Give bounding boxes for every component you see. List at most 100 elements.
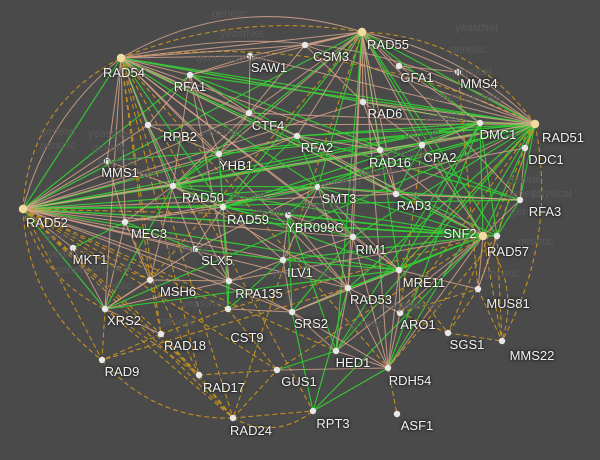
node-msh6[interactable] — [146, 276, 154, 284]
node-rad53[interactable] — [344, 284, 352, 292]
node-rad17[interactable] — [195, 371, 203, 379]
edge-genetic — [399, 312, 449, 334]
node-mus81[interactable] — [474, 285, 482, 293]
arc-edge-genetic — [482, 235, 509, 342]
node-rpa135[interactable] — [225, 277, 233, 285]
node-rad57[interactable] — [493, 232, 501, 240]
edge-coexpression — [72, 221, 126, 249]
edge-physical — [335, 287, 349, 352]
node-rpt3[interactable] — [309, 407, 317, 415]
edge-physical — [477, 235, 484, 290]
edge-coexpression — [395, 193, 484, 237]
node-rad24[interactable] — [229, 414, 237, 422]
node-mms4[interactable] — [454, 68, 462, 76]
node-dmc1[interactable] — [476, 119, 484, 127]
edge-coexpression — [312, 367, 389, 412]
edge-physical — [120, 57, 191, 76]
edge-coexpression — [361, 31, 498, 237]
node-mec3[interactable] — [121, 218, 129, 226]
edge-physical — [194, 186, 319, 250]
node-rad18[interactable] — [157, 330, 165, 338]
edge-physical — [395, 193, 521, 201]
node-sgs1[interactable] — [444, 329, 452, 337]
edge-coexpression — [222, 206, 289, 216]
node-hed1[interactable] — [332, 347, 340, 355]
edge-coexpression — [287, 186, 319, 216]
edge-physical — [120, 55, 251, 59]
node-slx5[interactable] — [191, 245, 199, 253]
arc-edge-physical — [22, 57, 122, 210]
edge-physical — [147, 124, 230, 282]
edge-genetic — [101, 333, 162, 361]
node-rdh54[interactable] — [384, 364, 392, 372]
node-rad52[interactable] — [18, 204, 28, 214]
node-rad55[interactable] — [357, 27, 367, 37]
node-mms1[interactable] — [103, 157, 111, 165]
edge-physical — [282, 259, 293, 313]
arc-edge-genetic — [22, 208, 106, 310]
node-rfa1[interactable] — [186, 71, 194, 79]
edge-physical — [362, 101, 481, 124]
edge-physical — [147, 74, 191, 126]
edge-physical — [22, 208, 74, 249]
edge-coexpression — [218, 153, 224, 208]
node-rad51[interactable] — [530, 119, 540, 129]
arc-edge-genetic — [22, 208, 103, 361]
node-aro1[interactable] — [396, 309, 404, 317]
edge-physical — [218, 31, 363, 155]
node-rad50[interactable] — [169, 182, 177, 190]
node-rad3[interactable] — [392, 190, 400, 198]
node-rfa3[interactable] — [516, 196, 524, 204]
edge-physical — [189, 74, 250, 114]
node-ilv1[interactable] — [279, 256, 287, 264]
node-ctf4[interactable] — [245, 109, 253, 117]
edge-physical — [352, 236, 389, 369]
node-mms22[interactable] — [498, 337, 506, 345]
edge-physical — [228, 259, 284, 282]
edge-coexpression — [287, 214, 337, 352]
edge-coexpression — [22, 208, 106, 310]
edge-coexpression — [172, 185, 319, 188]
edge-coexpression — [317, 31, 363, 188]
node-asf1[interactable] — [393, 410, 401, 418]
node-gus1[interactable] — [273, 366, 281, 374]
node-smt3[interactable] — [314, 183, 322, 191]
node-gfa1[interactable] — [395, 62, 403, 70]
node-rad6[interactable] — [359, 98, 367, 106]
edge-layer — [22, 31, 536, 419]
node-ddc1[interactable] — [521, 144, 529, 152]
node-csm3[interactable] — [301, 41, 309, 49]
node-rpb2[interactable] — [144, 121, 152, 129]
node-rad9[interactable] — [98, 356, 106, 364]
edge-physical — [387, 235, 484, 369]
node-rfa2[interactable] — [293, 132, 301, 140]
node-srs2[interactable] — [288, 308, 296, 316]
node-rad54[interactable] — [116, 53, 126, 63]
node-rim1[interactable] — [349, 233, 357, 241]
edge-physical — [172, 74, 191, 187]
node-saw1[interactable] — [246, 52, 254, 60]
edge-coexpression — [120, 57, 319, 188]
node-mre11[interactable] — [395, 266, 403, 274]
node-yhb1[interactable] — [215, 150, 223, 158]
node-rad59[interactable] — [219, 203, 227, 211]
node-snf2[interactable] — [478, 231, 488, 241]
node-mkt1[interactable] — [69, 244, 77, 252]
edge-physical — [296, 135, 381, 151]
node-xrs2[interactable] — [101, 305, 109, 313]
edge-genetic — [232, 410, 314, 419]
node-cst9[interactable] — [224, 305, 232, 313]
node-rad16[interactable] — [376, 146, 384, 154]
edge-coexpression — [120, 57, 224, 208]
edge-physical — [22, 101, 364, 210]
edge-physical — [347, 236, 354, 289]
edge-physical — [228, 235, 484, 282]
node-cpa2[interactable] — [418, 141, 426, 149]
edge-physical — [317, 186, 397, 195]
edge-genetic — [22, 208, 151, 281]
edge-genetic — [72, 247, 151, 281]
edge-physical — [304, 44, 364, 103]
node-ybr099c[interactable] — [284, 211, 292, 219]
edge-physical — [22, 208, 196, 250]
